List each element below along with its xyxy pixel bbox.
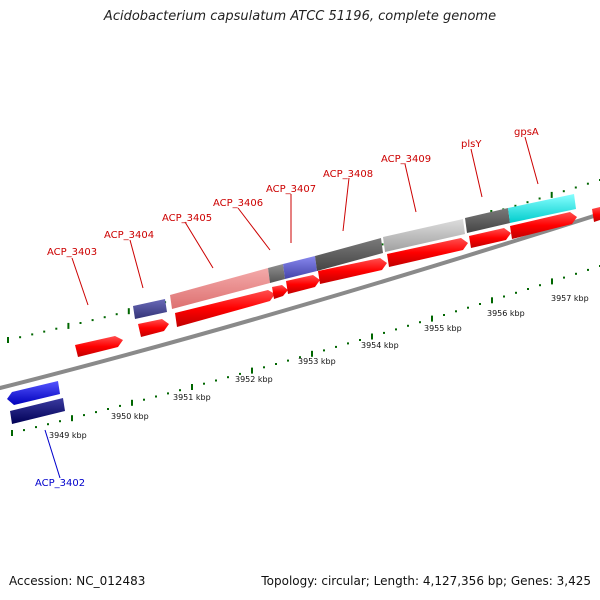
lower-tick-ring bbox=[11, 265, 600, 436]
reverse-gene-bar-blue bbox=[7, 381, 60, 405]
scale-label-3954: 3954 kbp bbox=[361, 341, 399, 350]
gene-arrow-acp-3409 bbox=[387, 238, 468, 267]
gene-label-acp-3404[interactable]: ACP_3404 bbox=[104, 230, 154, 241]
gene-label-acp-3408[interactable]: ACP_3408 bbox=[323, 169, 373, 180]
gene-arrow-plsy bbox=[469, 228, 511, 248]
similarity-bar-cyan bbox=[508, 194, 576, 223]
similarity-bar-purple-1 bbox=[133, 299, 167, 319]
scale-label-3953: 3953 kbp bbox=[298, 357, 336, 366]
gene-label-acp-3407[interactable]: ACP_3407 bbox=[266, 184, 316, 195]
gene-label-acp-3402[interactable]: ACP_3402 bbox=[35, 478, 85, 489]
gene-label-gpsa[interactable]: gpsA bbox=[514, 127, 539, 138]
gene-arrow-gpsa bbox=[510, 212, 577, 239]
reverse-gene-track bbox=[7, 381, 65, 424]
scale-label-3957: 3957 kbp bbox=[551, 294, 589, 303]
leader-acp-3408 bbox=[342, 177, 350, 232]
similarity-bar-purple-2 bbox=[283, 256, 317, 279]
gene-arrow-acp-3403 bbox=[75, 336, 123, 357]
scale-label-3956: 3956 kbp bbox=[487, 309, 525, 318]
leader-acp-3403 bbox=[71, 257, 89, 306]
genome-summary-text: Topology: circular; Length: 4,127,356 bp… bbox=[261, 574, 591, 588]
leader-gpsa bbox=[524, 136, 539, 185]
gene-label-acp-3403[interactable]: ACP_3403 bbox=[47, 247, 97, 258]
gene-arrow-acp-3407 bbox=[286, 275, 320, 294]
gene-arrow-acp-3406 bbox=[272, 285, 288, 299]
leader-acp-3405 bbox=[184, 221, 214, 269]
scale-labels: 3949 kbp 3950 kbp 3951 kbp 3952 kbp 3953… bbox=[49, 294, 589, 440]
leader-acp-3409 bbox=[404, 163, 417, 213]
scale-label-3952: 3952 kbp bbox=[235, 375, 273, 384]
gene-label-acp-3406[interactable]: ACP_3406 bbox=[213, 198, 263, 209]
gene-arrow-acp-3404 bbox=[138, 319, 169, 337]
gene-labels: ACP_3402 ACP_3403 ACP_3404 ACP_3405 ACP_… bbox=[35, 127, 539, 489]
gene-arrow-acp-3408 bbox=[318, 258, 387, 284]
similarity-bar-gray-3 bbox=[465, 208, 510, 233]
accession-text: Accession: NC_012483 bbox=[9, 574, 146, 588]
gene-label-plsy[interactable]: plsY bbox=[461, 139, 482, 150]
leader-acp-3404 bbox=[129, 239, 144, 289]
similarity-bar-silver bbox=[383, 219, 465, 252]
label-leaders bbox=[44, 136, 539, 479]
gene-label-acp-3409[interactable]: ACP_3409 bbox=[381, 154, 431, 165]
scale-label-3950: 3950 kbp bbox=[111, 412, 149, 421]
reverse-gene-bar-navy bbox=[10, 398, 65, 424]
similarity-bar-salmon bbox=[170, 268, 270, 309]
leader-acp-3406 bbox=[237, 207, 271, 251]
leader-plsy bbox=[470, 148, 483, 198]
scale-label-3951: 3951 kbp bbox=[173, 393, 211, 402]
scale-label-3955: 3955 kbp bbox=[424, 324, 462, 333]
similarity-bar-gray-2 bbox=[315, 238, 383, 271]
page-title: Acidobacterium capsulatum ATCC 51196, co… bbox=[103, 9, 497, 24]
gene-arrow-acp-3405 bbox=[175, 290, 275, 327]
genome-backbone bbox=[0, 212, 600, 390]
leader-acp-3402 bbox=[44, 429, 61, 479]
forward-gene-track bbox=[75, 212, 577, 357]
similarity-bar-gray-1 bbox=[268, 264, 285, 283]
similarity-bar-red-edge bbox=[592, 207, 600, 222]
scale-label-3949: 3949 kbp bbox=[49, 431, 87, 440]
gene-label-acp-3405[interactable]: ACP_3405 bbox=[162, 213, 212, 224]
similarity-track bbox=[133, 194, 600, 319]
